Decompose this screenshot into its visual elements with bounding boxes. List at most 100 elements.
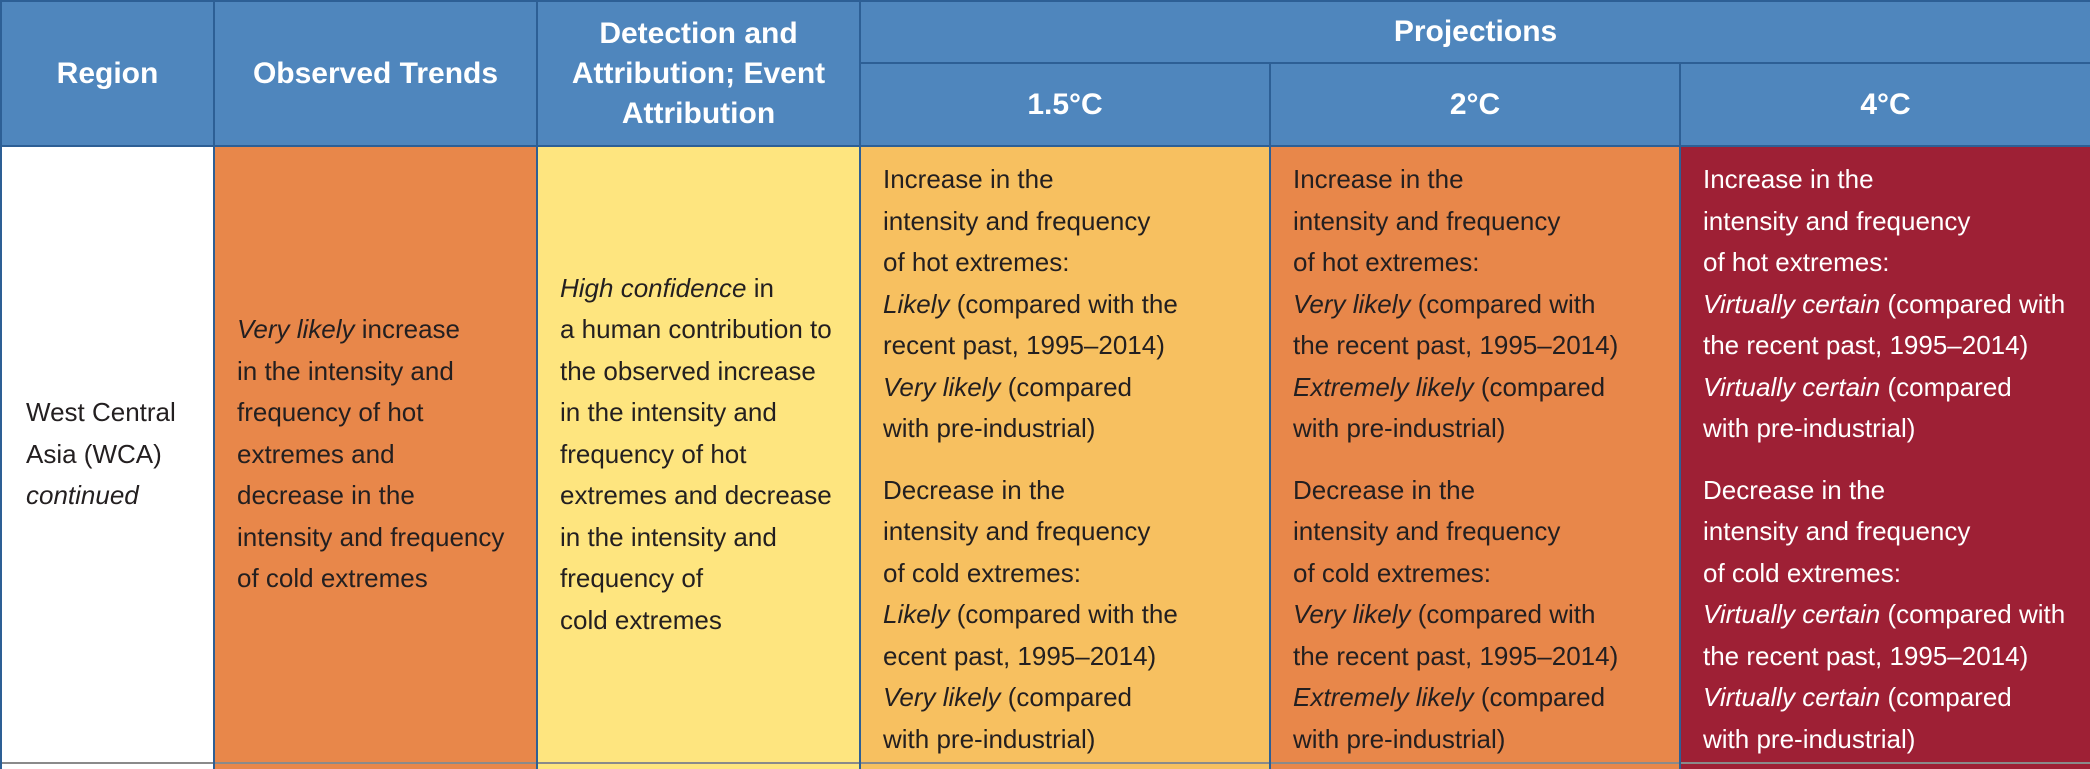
- cell-text: Decrease in the: [1703, 474, 1886, 505]
- cell-text: extremes and decrease: [560, 480, 832, 511]
- confidence-term: Likely: [883, 288, 950, 319]
- cell-next-p4: [1678, 762, 2090, 769]
- cell-text: in the intensity and: [560, 397, 777, 428]
- cell-text: recent past, 1995–2014): [883, 330, 1165, 360]
- header-detection-line: Detection and: [599, 16, 798, 50]
- cell-next-observed: [213, 762, 538, 769]
- cell-text: intensity and frequency: [883, 205, 1151, 236]
- cell-text: a human contribution to: [560, 314, 832, 345]
- cell-text: Increase in the: [1703, 164, 1874, 194]
- cell-text: decrease in the: [237, 480, 415, 511]
- cell-text: with pre-industrial): [1703, 723, 1916, 754]
- cell-next-p15: [859, 762, 1271, 769]
- table-row: West Central Asia (WCA) continued Very l…: [0, 146, 2090, 763]
- cell-text: (compared with: [1880, 288, 2066, 319]
- cell-text: of cold extremes:: [883, 557, 1081, 588]
- confidence-term: Very likely: [237, 314, 355, 345]
- cell-text: (compared: [1000, 682, 1133, 712]
- cell-projection-1-5c: Increase in the intensity and frequency …: [859, 146, 1271, 763]
- header-detection-line: Attribution; Event: [571, 56, 826, 90]
- region-continued-note: continued: [26, 480, 139, 511]
- cell-text: Decrease in the: [1293, 474, 1476, 505]
- cell-text: cold extremes: [560, 604, 722, 635]
- cell-text: the recent past, 1995–2014): [1293, 640, 1619, 671]
- region-name-line: Asia (WCA): [26, 438, 162, 469]
- header-projection-1-5c: 1.5°C: [859, 62, 1271, 147]
- cell-text: of hot extremes:: [1703, 247, 1890, 277]
- header-observed-trends: Observed Trends: [213, 0, 538, 147]
- cell-text: with pre-industrial): [1293, 413, 1506, 443]
- cell-text: frequency of: [560, 563, 704, 594]
- confidence-term: Extremely likely: [1293, 682, 1474, 712]
- table-row-next-partial: [0, 762, 2090, 769]
- cell-text: (compared: [1000, 371, 1133, 402]
- cell-text: (compared: [1880, 682, 2012, 712]
- cell-text: of cold extremes: [237, 563, 428, 594]
- confidence-term: Very likely: [883, 371, 1001, 402]
- cell-text: the recent past, 1995–2014): [1703, 330, 2029, 360]
- cell-text: (compared with the: [949, 599, 1178, 629]
- header-projections: Projections: [858, 0, 2090, 64]
- header-row-bottom: 1.5°C 2°C 4°C: [1, 62, 2090, 147]
- confidence-term: Very likely: [883, 682, 1001, 712]
- confidence-term: Virtually certain: [1703, 288, 1881, 319]
- cell-text: (compared with: [1410, 599, 1596, 629]
- confidence-term: Extremely likely: [1293, 371, 1474, 402]
- confidence-term: Virtually certain: [1703, 682, 1881, 712]
- cell-text: with pre-industrial): [883, 723, 1096, 754]
- confidence-term: High confidence: [560, 272, 747, 303]
- cell-text: the observed increase: [560, 355, 816, 386]
- cell-text: with pre-industrial): [883, 413, 1096, 443]
- cell-text: intensity and frequency: [1293, 205, 1561, 236]
- header-row-top: Region Observed Trends Detection and Att…: [0, 0, 2090, 147]
- confidence-term: Virtually certain: [1703, 371, 1881, 402]
- cell-text: (compared: [1473, 371, 1606, 402]
- cell-next-region: [0, 762, 215, 769]
- cell-projection-4c: Increase in the intensity and frequency …: [1678, 146, 2090, 763]
- cell-observed-trends: Very likely increase in the intensity an…: [213, 146, 538, 763]
- cell-text: frequency of hot: [560, 438, 747, 469]
- cell-text: with pre-industrial): [1293, 723, 1506, 754]
- cell-text: of hot extremes:: [883, 247, 1070, 277]
- cell-next-p2: [1269, 762, 1681, 769]
- cell-text: of hot extremes:: [1293, 247, 1480, 277]
- cell-projection-2c: Increase in the intensity and frequency …: [1269, 146, 1681, 763]
- cell-detection-attribution: High confidence in a human contribution …: [536, 146, 861, 763]
- confidence-term: Virtually certain: [1703, 599, 1881, 629]
- cell-text: intensity and frequency: [1703, 205, 1971, 236]
- cell-text: intensity and frequency: [1293, 516, 1561, 546]
- cell-text: of cold extremes:: [1703, 557, 1901, 588]
- cell-text: (compared: [1473, 682, 1606, 712]
- cell-text: Increase in the: [883, 164, 1054, 194]
- cell-text: Decrease in the: [883, 474, 1066, 505]
- cell-text: with pre-industrial): [1703, 413, 1916, 443]
- cell-text: (compared with the: [949, 288, 1178, 319]
- cell-text: intensity and frequency: [1703, 516, 1971, 546]
- cell-text: in: [746, 272, 774, 303]
- header-detection-attribution: Detection and Attribution; Event Attribu…: [536, 0, 861, 147]
- cell-text: the recent past, 1995–2014): [1293, 330, 1619, 360]
- cell-text: in the intensity and: [560, 521, 777, 552]
- header-region: Region: [0, 0, 215, 147]
- confidence-term: Very likely: [1293, 599, 1411, 629]
- cell-text: (compared: [1880, 371, 2012, 402]
- cell-text: frequency of hot: [237, 397, 424, 428]
- cell-next-detection: [536, 762, 861, 769]
- cell-text: intensity and frequency: [237, 521, 505, 552]
- header-detection-line: Attribution: [621, 96, 776, 130]
- cell-text: (compared with: [1880, 599, 2066, 629]
- confidence-term: Very likely: [1293, 288, 1411, 319]
- region-name-line: West Central: [26, 397, 176, 428]
- cell-text: intensity and frequency: [883, 516, 1151, 546]
- cell-region: West Central Asia (WCA) continued: [0, 146, 215, 763]
- confidence-term: Likely: [883, 599, 950, 629]
- cell-text: the recent past, 1995–2014): [1703, 640, 2029, 671]
- cell-text: extremes and: [237, 438, 395, 469]
- cell-text: Increase in the: [1293, 164, 1464, 194]
- cell-text: (compared with: [1410, 288, 1596, 319]
- cell-text: increase: [354, 314, 461, 345]
- cell-text: of cold extremes:: [1293, 557, 1491, 588]
- cell-text: in the intensity and: [237, 355, 454, 386]
- cell-text: ecent past, 1995–2014): [883, 640, 1157, 671]
